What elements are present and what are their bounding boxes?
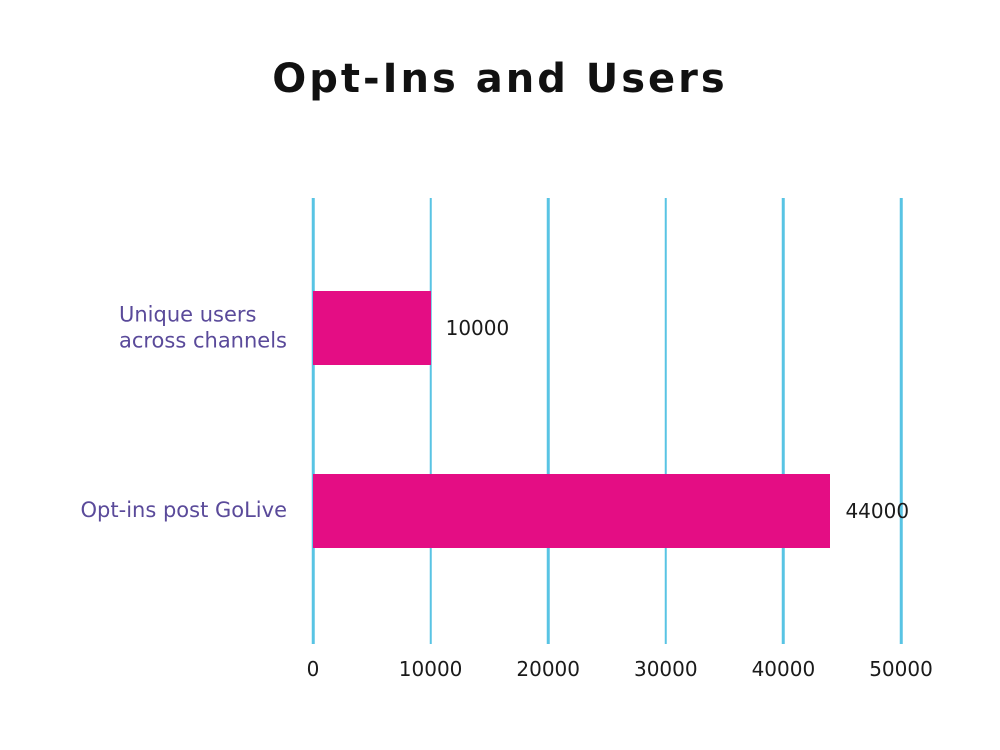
- x-tick-label: 30000: [633, 657, 698, 681]
- bar: [313, 473, 831, 548]
- category-label: Opt-ins post GoLive: [80, 497, 287, 522]
- bar: [313, 291, 431, 366]
- gridline: [664, 198, 668, 644]
- gridline: [429, 198, 432, 644]
- category-label: Unique users across channels: [118, 302, 287, 353]
- x-tick-label: 0: [306, 657, 320, 681]
- gridline: [546, 198, 550, 644]
- plot-area: [311, 198, 903, 644]
- bar-value-label: 44000: [845, 498, 910, 523]
- bar-value-label: 10000: [445, 316, 510, 341]
- x-tick-label: 50000: [869, 657, 933, 681]
- x-tick-label: 10000: [398, 657, 463, 681]
- gridline: [311, 198, 315, 644]
- chart-title: Opt-Ins and Users: [272, 56, 728, 102]
- gridline: [782, 198, 785, 644]
- x-tick-label: 40000: [751, 657, 816, 681]
- gridline: [899, 198, 903, 644]
- x-tick-label: 20000: [516, 657, 580, 681]
